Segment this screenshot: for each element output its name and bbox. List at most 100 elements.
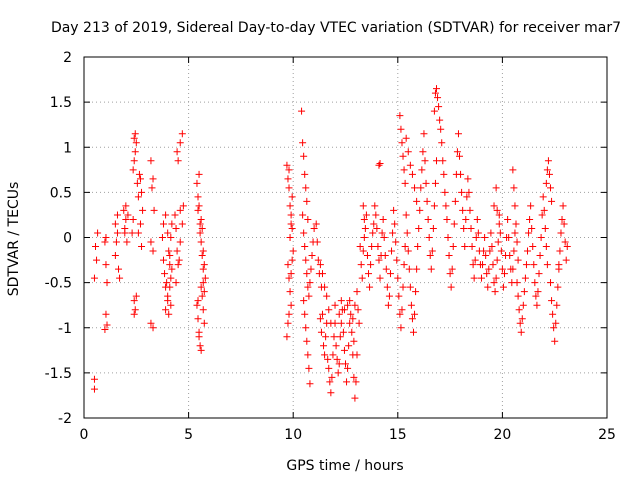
data-point	[542, 243, 550, 251]
data-point	[526, 215, 534, 223]
data-point	[327, 389, 335, 397]
data-point	[351, 301, 359, 309]
data-point	[500, 270, 508, 278]
data-point	[138, 243, 146, 251]
data-point	[299, 139, 307, 147]
data-point	[101, 238, 109, 246]
data-point	[535, 270, 543, 278]
data-point	[132, 139, 140, 147]
data-point	[318, 270, 326, 278]
data-point	[90, 385, 98, 393]
data-point	[347, 310, 355, 318]
data-point	[287, 301, 295, 309]
data-point	[373, 224, 381, 232]
data-point	[493, 256, 501, 264]
data-point	[116, 274, 124, 282]
x-tick-label: 0	[80, 427, 89, 443]
data-point	[396, 310, 404, 318]
data-point	[553, 301, 561, 309]
data-point	[195, 170, 203, 178]
data-point	[548, 297, 556, 305]
data-point	[401, 243, 409, 251]
data-point	[357, 261, 365, 269]
data-point	[549, 310, 557, 318]
data-point	[286, 202, 294, 210]
data-point	[289, 247, 297, 255]
data-point	[308, 252, 316, 260]
data-point	[506, 252, 514, 260]
data-point	[485, 265, 493, 273]
data-point	[194, 297, 202, 305]
data-point	[113, 211, 121, 219]
data-point	[283, 161, 291, 169]
data-point	[517, 328, 525, 336]
data-point	[386, 270, 394, 278]
data-point	[444, 234, 452, 241]
data-point	[433, 85, 441, 93]
data-point	[442, 202, 450, 210]
data-point	[147, 319, 155, 327]
data-point	[524, 247, 532, 255]
data-point	[300, 229, 308, 237]
data-point	[301, 243, 309, 251]
data-point	[365, 270, 373, 278]
y-axis-label: SDTVAR / TECUs	[6, 182, 22, 297]
data-point	[370, 220, 378, 228]
data-point	[511, 229, 519, 237]
data-point	[542, 179, 550, 187]
data-point	[302, 256, 310, 264]
data-point	[527, 202, 535, 210]
data-point	[159, 256, 167, 264]
data-point	[413, 197, 421, 205]
data-point	[129, 166, 137, 174]
data-point	[483, 270, 491, 278]
data-point	[134, 229, 142, 237]
y-tick-label: 2	[63, 50, 72, 66]
data-point	[495, 220, 503, 228]
data-point	[147, 238, 155, 246]
data-point	[345, 342, 353, 350]
data-point	[366, 283, 374, 291]
data-point	[103, 321, 111, 329]
y-tick-label: -1.5	[45, 366, 72, 382]
data-point	[404, 148, 412, 156]
data-point	[543, 166, 551, 174]
data-point	[454, 130, 462, 138]
data-point	[287, 220, 295, 228]
data-point	[510, 247, 518, 255]
data-point	[468, 243, 476, 251]
data-point	[369, 229, 377, 237]
x-tick-label: 20	[493, 427, 511, 443]
data-point	[418, 166, 426, 174]
data-point	[534, 288, 542, 296]
data-point	[172, 224, 180, 232]
data-point	[421, 157, 429, 165]
data-point	[424, 215, 432, 223]
data-point	[513, 238, 521, 246]
data-point	[545, 170, 553, 178]
data-point	[491, 288, 499, 296]
data-point	[317, 328, 325, 336]
data-point	[302, 184, 310, 192]
data-point	[416, 206, 424, 214]
data-point	[287, 270, 295, 278]
data-point	[149, 247, 157, 255]
data-point	[397, 125, 405, 133]
data-point	[433, 157, 441, 165]
data-point	[359, 202, 367, 210]
data-point	[325, 364, 333, 372]
data-point	[171, 211, 179, 219]
data-point	[200, 288, 208, 296]
data-point	[429, 224, 437, 232]
x-tick-label: 15	[389, 427, 407, 443]
data-point	[436, 116, 444, 124]
data-point	[384, 301, 392, 309]
data-point	[398, 139, 406, 147]
data-point	[131, 148, 139, 156]
data-point	[522, 261, 530, 269]
data-point	[111, 220, 119, 228]
data-point	[166, 252, 174, 260]
data-point	[413, 265, 421, 273]
data-point	[516, 319, 524, 327]
data-point	[349, 315, 357, 323]
